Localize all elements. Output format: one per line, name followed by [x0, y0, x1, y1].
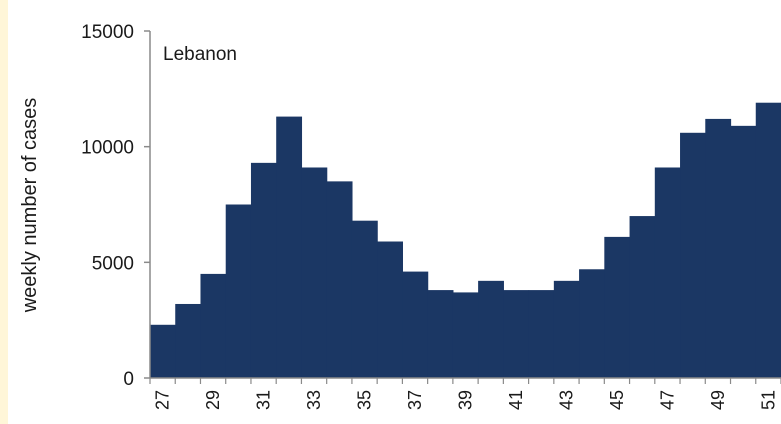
- y-axis-label: weekly number of cases: [19, 98, 41, 314]
- bar-week-40: [478, 280, 504, 378]
- x-tick-label: 37: [405, 390, 425, 410]
- bar-week-49: [705, 118, 732, 378]
- x-tick-label: 39: [456, 390, 476, 410]
- bar-week-42: [528, 290, 555, 378]
- bar-week-43: [553, 280, 580, 378]
- x-tick-label: 45: [607, 390, 627, 410]
- bars-group: [150, 102, 781, 379]
- x-tick-label: 35: [355, 390, 375, 410]
- y-tick-label: 0: [123, 369, 134, 390]
- bar-week-41: [503, 290, 530, 378]
- chart-annotation: Lebanon: [163, 44, 237, 65]
- ticks-group: 0 5000 10000 15000 27 29 31 33 35 37 39 41 43 45 47 49 5…: [81, 22, 781, 410]
- x-tick-label: 51: [758, 390, 778, 410]
- x-tick-label: 33: [304, 390, 324, 410]
- bar-week-38: [427, 290, 454, 378]
- y-tick-label: 15000: [81, 22, 134, 43]
- x-tick-label: 43: [556, 390, 576, 410]
- x-tick-label: 31: [254, 390, 274, 410]
- bar-week-39: [452, 292, 479, 378]
- bar-week-36: [377, 241, 403, 378]
- y-tick-label: 5000: [92, 253, 134, 274]
- bar-week-30: [225, 204, 252, 378]
- x-tick-label: 41: [506, 390, 526, 410]
- bar-week-44: [579, 269, 605, 378]
- bar-week-47: [654, 167, 681, 378]
- x-tick-label: 29: [203, 390, 223, 410]
- bar-week-35: [351, 220, 378, 378]
- bar-week-37: [402, 271, 429, 378]
- bar-week-34: [326, 181, 353, 378]
- left-edge-strip: [0, 0, 8, 424]
- bar-week-50: [730, 125, 757, 378]
- bar-week-28: [175, 303, 202, 378]
- bar-week-51: [755, 102, 781, 379]
- bar-week-32: [276, 116, 303, 378]
- x-tick-label: 49: [708, 390, 728, 410]
- x-tick-label: 27: [153, 390, 173, 410]
- axes-group: [149, 31, 781, 379]
- bar-week-29: [200, 273, 227, 378]
- x-tick-label: 47: [657, 390, 677, 410]
- bar-week-46: [629, 216, 656, 378]
- bar-week-45: [604, 236, 631, 378]
- y-tick-label: 10000: [81, 138, 134, 159]
- bar-week-33: [301, 167, 328, 378]
- bar-week-31: [250, 162, 277, 378]
- bar-week-48: [680, 132, 706, 378]
- bar-week-27: [150, 324, 176, 378]
